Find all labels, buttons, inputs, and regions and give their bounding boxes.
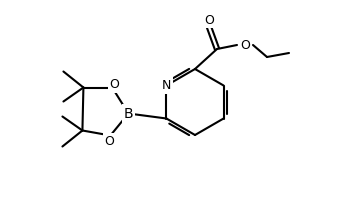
Text: B: B <box>124 106 133 121</box>
Text: O: O <box>240 38 250 51</box>
Text: O: O <box>204 13 214 26</box>
Text: N: N <box>162 79 171 92</box>
Text: O: O <box>110 78 119 91</box>
Text: O: O <box>105 135 114 148</box>
